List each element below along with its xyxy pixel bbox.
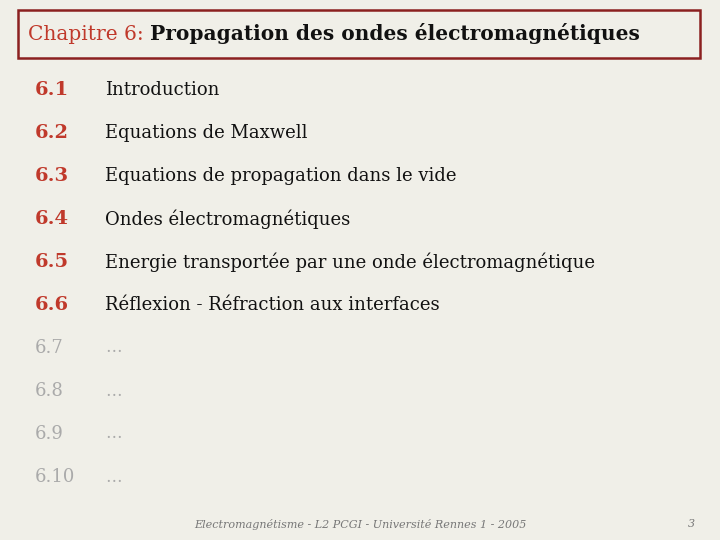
Text: 6.1: 6.1 — [35, 81, 69, 99]
Text: 6.8: 6.8 — [35, 382, 64, 400]
Text: Energie transportée par une onde électromagnétique: Energie transportée par une onde électro… — [105, 252, 595, 272]
FancyBboxPatch shape — [18, 10, 700, 58]
Text: Ondes électromagnétiques: Ondes électromagnétiques — [105, 209, 350, 229]
Text: Propagation des ondes électromagnétiques: Propagation des ondes électromagnétiques — [150, 24, 640, 44]
Text: 6.2: 6.2 — [35, 124, 69, 142]
Text: 6.9: 6.9 — [35, 425, 64, 443]
Text: 6.7: 6.7 — [35, 339, 64, 357]
Text: Electromagnétisme - L2 PCGI - Université Rennes 1 - 2005: Electromagnétisme - L2 PCGI - Université… — [194, 518, 526, 530]
Text: 6.10: 6.10 — [35, 468, 76, 486]
Text: …: … — [105, 382, 122, 400]
Text: Réflexion - Réfraction aux interfaces: Réflexion - Réfraction aux interfaces — [105, 296, 440, 314]
Text: 6.5: 6.5 — [35, 253, 69, 271]
Text: …: … — [105, 469, 122, 485]
Text: 6.6: 6.6 — [35, 296, 69, 314]
Text: Equations de propagation dans le vide: Equations de propagation dans le vide — [105, 167, 456, 185]
Text: …: … — [105, 426, 122, 442]
Text: Equations de Maxwell: Equations de Maxwell — [105, 124, 307, 142]
Text: Chapitre 6:: Chapitre 6: — [28, 24, 150, 44]
Text: 6.3: 6.3 — [35, 167, 69, 185]
Text: 6.4: 6.4 — [35, 210, 69, 228]
Text: 3: 3 — [688, 519, 695, 529]
Text: Introduction: Introduction — [105, 81, 220, 99]
Text: …: … — [105, 340, 122, 356]
